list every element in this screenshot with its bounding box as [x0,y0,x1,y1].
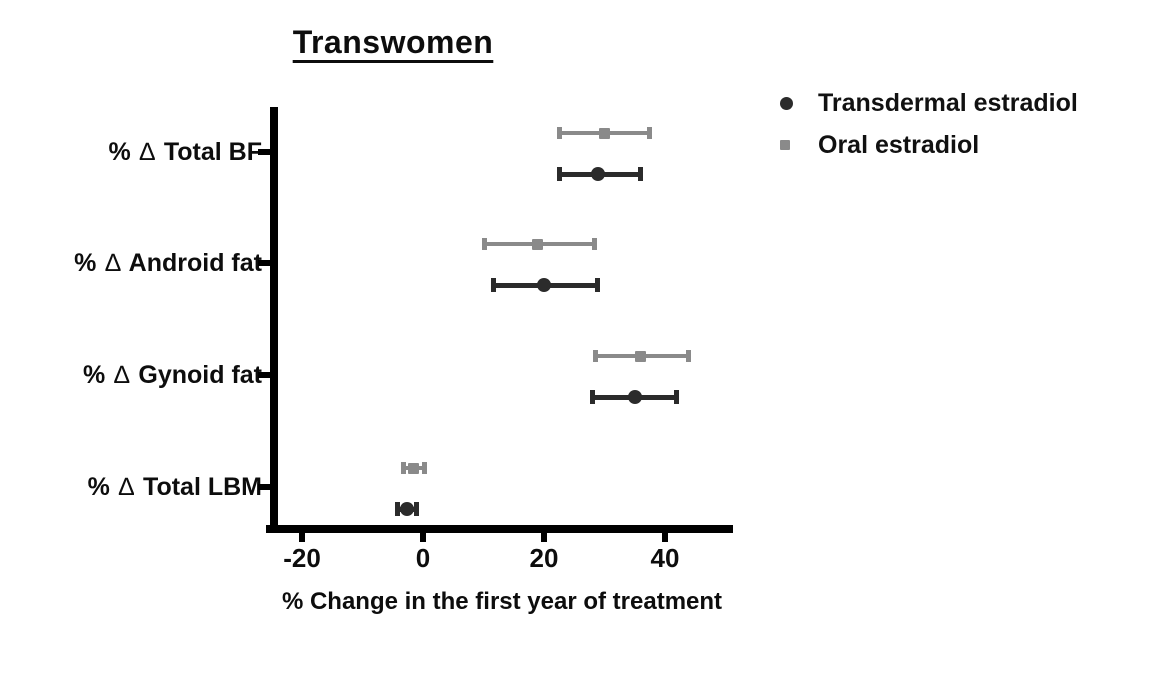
x-tick-label: 20 [529,543,559,573]
delta-symbol: ∆ [105,249,121,277]
error-bar-cap-left [557,167,563,181]
delta-symbol: ∆ [139,138,155,166]
data-point-circle [537,278,551,292]
x-axis-tick [420,533,426,542]
error-bar-cap-left [394,502,400,516]
data-point-circle [399,502,414,516]
category-label: % ∆ Total BF [108,138,262,166]
x-axis-tick [541,533,547,542]
error-bar-cap-right [421,462,427,474]
error-bar-cap-left [590,390,596,404]
y-axis-tick [258,260,270,266]
x-tick-label: -20 [283,543,321,573]
legend: Transdermal estradiol Oral estradiol [780,88,1078,172]
x-axis-label: % Change in the first year of treatment [281,588,723,615]
category-label: % ∆ Gynoid fat [82,361,262,389]
error-bar-cap-right [413,502,419,516]
error-bar-cap-right [592,238,598,250]
data-point-square [532,238,544,250]
category-label: % ∆ Android fat [74,249,262,277]
delta-symbol: ∆ [114,361,130,389]
error-bar-cap-left [481,238,487,250]
error-bar-cap-left [401,462,407,474]
x-tick-label: 0 [415,543,431,573]
legend-square-marker-icon [780,140,802,150]
y-axis-tick [258,149,270,155]
legend-item: Oral estradiol [780,130,1078,160]
x-axis-tick [662,533,668,542]
error-bar-cap-right [595,278,601,292]
data-point-square [407,462,419,474]
error-bar-cap-right [646,127,652,139]
x-tick-label: 40 [650,543,680,573]
data-point-circle [591,167,606,181]
error-bar-cap-right [674,390,680,404]
data-point-square [599,127,610,139]
legend-item: Transdermal estradiol [780,88,1078,118]
x-axis-tick [299,533,305,542]
category-label: % ∆ Total LBM [87,473,262,501]
legend-label: Transdermal estradiol [818,88,1078,117]
error-bar-cap-left [490,278,496,292]
error-bar-cap-right [686,350,692,362]
y-axis-tick [258,372,270,378]
error-bar-cap-left [557,127,563,139]
data-point-circle [627,390,642,404]
data-point-square [635,350,647,362]
chart-title: Transwomen [292,24,494,60]
legend-circle-marker-icon [780,96,802,110]
error-bar-cap-right [637,167,643,181]
y-axis-line [270,107,278,533]
y-axis-tick [258,484,270,490]
delta-symbol: ∆ [118,473,135,501]
error-bar-cap-left [593,350,599,362]
legend-label: Oral estradiol [818,130,980,159]
x-axis-line [266,525,733,533]
